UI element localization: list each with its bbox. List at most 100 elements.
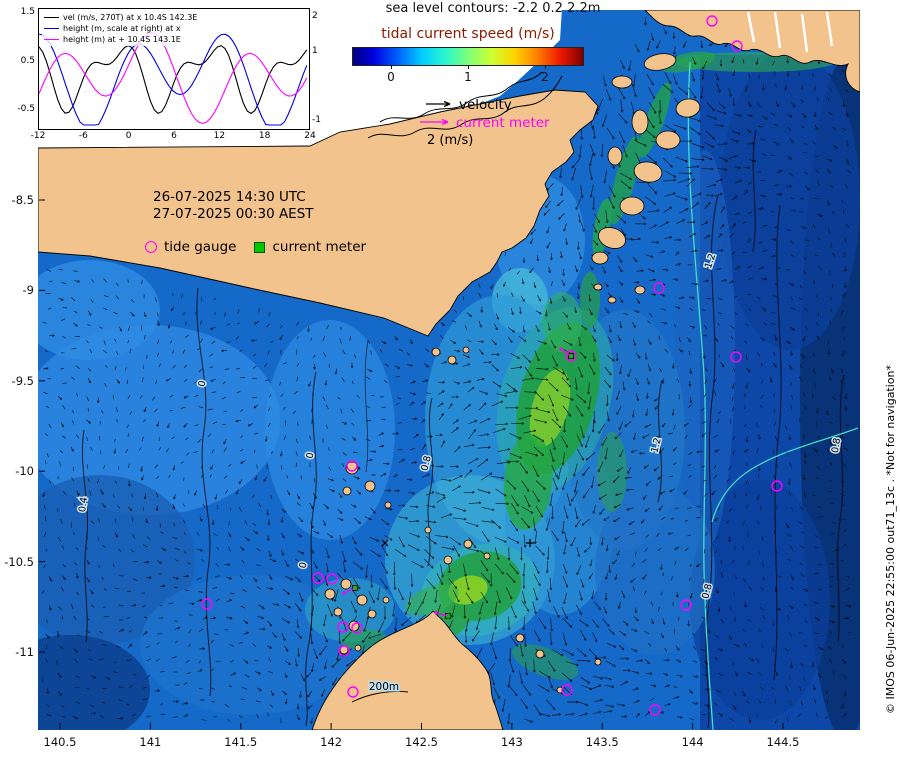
velocity-arrow-icon — [426, 100, 451, 108]
inset-legend-line-swatch — [44, 28, 59, 29]
current-meter-arrow-icon — [420, 118, 449, 126]
inset-legend-line-swatch — [44, 39, 59, 40]
timestamp-local: 27-07-2025 00:30 AEST — [153, 206, 314, 222]
inset-legend-entry: height (m) at + 10.4S 143.1E — [44, 34, 197, 45]
colorbar-tick-mark — [468, 65, 469, 69]
inset-x-tick: 0 — [125, 131, 132, 141]
colorbar-tick-mark — [391, 65, 392, 69]
inset-legend-line-swatch — [44, 17, 59, 18]
tide-gauge-marker — [351, 622, 363, 634]
river-channel — [379, 71, 543, 123]
current-meter-legend-label: current meter — [456, 115, 550, 131]
x-axis-tick-label: 144.5 — [766, 735, 800, 749]
station-marker-x — [381, 539, 389, 547]
x-axis-tick-label: 141 — [139, 735, 162, 749]
tide-gauge-marker — [649, 704, 661, 716]
inset-curve — [38, 31, 308, 124]
x-axis-tick-label: 141.5 — [224, 735, 258, 749]
current-meter-square-icon — [254, 241, 266, 253]
tide-gauge-marker — [706, 15, 718, 27]
colorbar-tick-label: 2 — [541, 70, 549, 84]
contour-label: 0 — [298, 561, 310, 570]
map-annotations: 200m — [351, 539, 534, 703]
tide-gauge-marker — [561, 684, 573, 696]
inset-x-tick: -6 — [78, 131, 88, 141]
colorbar-tick-mark — [545, 65, 546, 69]
current-meter-vector — [558, 347, 572, 357]
current-meter-label: current meter — [272, 239, 367, 255]
contour-label: 1.2 — [649, 437, 663, 454]
inset-curve — [38, 44, 308, 115]
river-channels — [367, 71, 563, 139]
y-axis-tick-label: -9 — [22, 283, 34, 298]
x-axis-tick-label: 140.5 — [43, 735, 77, 749]
inset-legend-entry: vel (m/s, 270T) at x 10.4S 142.3E — [44, 12, 197, 23]
tide-gauge-markers — [201, 15, 783, 716]
contour-label: 0.4 — [77, 496, 90, 512]
colorbar-tick-label: 0 — [387, 70, 395, 84]
inset-legend-label: vel (m/s, 270T) at x 10.4S 142.3E — [63, 13, 198, 22]
tide-gauge-label: tide gauge — [164, 239, 237, 255]
x-axis-tick-label: 143.5 — [585, 735, 619, 749]
inset-x-tick: 24 — [304, 131, 316, 141]
x-axis-tick-label: 142 — [320, 735, 343, 749]
y-axis-tick-label: -10.5 — [4, 554, 34, 569]
inset-y-left-tick: 0.5 — [20, 55, 35, 66]
inset-curve — [38, 33, 308, 126]
contour-label: 0 — [197, 380, 209, 388]
tide-gauge-marker — [730, 351, 742, 363]
inset-legend-entry: height (m, scale at right) at x — [44, 23, 197, 34]
current-speed-shading — [341, 51, 716, 651]
inset-x-tick: -12 — [30, 131, 46, 141]
tide-gauge-marker — [680, 599, 692, 611]
axis-tick-marks — [39, 199, 784, 729]
isobath-line — [351, 691, 409, 703]
x-axis-tick-label: 142.5 — [405, 735, 438, 749]
current-meter-vector — [341, 587, 356, 595]
page-title: sea level contours: -2.2 0.2 2.2m — [385, 1, 601, 16]
tide-gauge-icon — [145, 241, 157, 253]
inset-legend-label: height (m, scale at right) at x — [63, 24, 181, 33]
delta-islands — [591, 53, 701, 304]
velocity-legend-label: velocity — [459, 97, 512, 113]
contour-label: 0.8 — [830, 437, 843, 454]
tide-gauge-marker — [347, 686, 359, 698]
tide-gauge-marker — [338, 645, 350, 657]
timestamp-utc: 26-07-2025 14:30 UTC — [153, 189, 306, 205]
inset-y-left-tick: 1.5 — [20, 6, 35, 17]
colorbar-block: tidal current speed (m/s) 0 1 2 — [351, 26, 585, 84]
tide-gauge-marker — [565, 350, 577, 362]
tide-gauge-marker — [312, 572, 324, 584]
tide-gauge-marker — [653, 282, 665, 294]
shelf-edge-contour — [687, 61, 859, 730]
x-axis-tick-label: 144 — [681, 735, 704, 749]
inset-x-tick: 18 — [258, 131, 271, 141]
inset-legend-label: height (m) at + 10.4S 143.1E — [63, 35, 181, 44]
tide-gauge-marker — [326, 573, 338, 585]
station-marker-plus — [526, 539, 534, 547]
watermark: © IMOS 06-Jun-2025 22:55:00 out71_13c . … — [884, 364, 897, 714]
inset-legend: vel (m/s, 270T) at x 10.4S 142.3E height … — [42, 11, 200, 46]
islands — [324, 346, 602, 694]
y-axis-tick-label: -9.5 — [11, 373, 34, 388]
tide-gauge-marker — [771, 480, 783, 492]
delta-channel-cuts — [746, 11, 834, 53]
land-new-guinea — [38, 89, 599, 337]
inset-y-right-tick: 2 — [312, 10, 318, 21]
y-axis-tick-label: -10 — [15, 464, 34, 479]
current-meter-vector — [434, 611, 449, 617]
contour-label: 0 — [305, 452, 317, 460]
land-fly-delta — [644, 10, 860, 93]
depth-label: 200m — [369, 681, 399, 693]
inset-timeseries-plot: vel (m/s, 270T) at x 10.4S 142.3E height … — [38, 8, 310, 130]
colorbar-tick-label: 1 — [464, 70, 472, 84]
inset-y-right-tick: 1 — [312, 45, 318, 56]
inset-y-right-tick: -1 — [312, 115, 321, 126]
x-axis-tick-label: 143 — [500, 735, 523, 749]
tide-gauge-marker — [337, 621, 349, 633]
river-channel — [367, 75, 563, 139]
tide-gauge-marker — [201, 598, 213, 610]
legend-arrows — [420, 100, 451, 126]
